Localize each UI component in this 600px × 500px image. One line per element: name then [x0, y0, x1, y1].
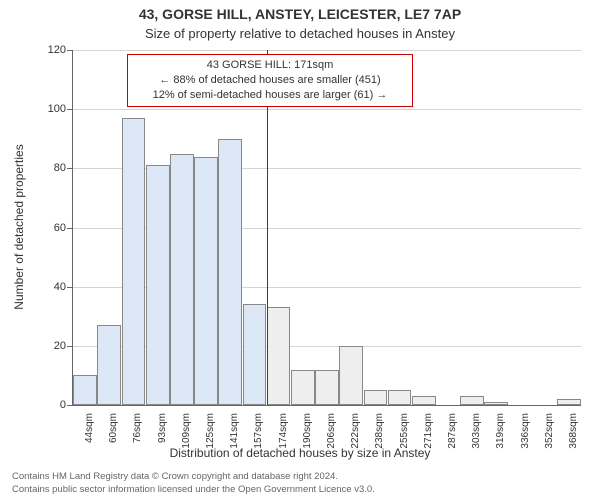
- annotation-box: 43 GORSE HILL: 171sqm← 88% of detached h…: [127, 54, 413, 107]
- x-tick-label: 319sqm: [495, 413, 506, 453]
- footer-line-1: Contains HM Land Registry data © Crown c…: [12, 471, 588, 483]
- histogram-bar: [73, 375, 97, 405]
- footer-attribution: Contains HM Land Registry data © Crown c…: [12, 471, 588, 496]
- y-axis-label: Number of detached properties: [12, 144, 26, 309]
- y-tick-mark: [67, 405, 72, 406]
- chart-container: 43, GORSE HILL, ANSTEY, LEICESTER, LE7 7…: [0, 0, 600, 500]
- x-tick-label: 157sqm: [253, 413, 264, 453]
- histogram-bar: [315, 370, 339, 406]
- y-tick-label: 80: [54, 162, 66, 174]
- x-tick-label: 255sqm: [399, 413, 410, 453]
- histogram-bar: [218, 139, 242, 405]
- y-tick-label: 60: [54, 222, 66, 234]
- histogram-bar: [364, 390, 388, 405]
- histogram-bar: [243, 304, 267, 405]
- x-tick-label: 76sqm: [132, 413, 143, 453]
- y-tick-mark: [67, 50, 72, 51]
- histogram-bar: [339, 346, 363, 405]
- x-tick-label: 44sqm: [84, 413, 95, 453]
- x-tick-label: 93sqm: [157, 413, 168, 453]
- histogram-bar: [194, 157, 218, 406]
- annotation-line: 12% of semi-detached houses are larger (…: [134, 88, 406, 103]
- x-tick-label: 109sqm: [181, 413, 192, 453]
- histogram-bar: [291, 370, 315, 406]
- x-tick-label: 125sqm: [205, 413, 216, 453]
- histogram-bar: [97, 325, 121, 405]
- x-tick-label: 368sqm: [568, 413, 579, 453]
- y-tick-label: 100: [48, 103, 66, 115]
- x-tick-label: 174sqm: [278, 413, 289, 453]
- y-tick-label: 40: [54, 281, 66, 293]
- x-tick-label: 271sqm: [423, 413, 434, 453]
- histogram-bar: [170, 154, 194, 405]
- y-tick-mark: [67, 228, 72, 229]
- y-tick-mark: [67, 168, 72, 169]
- x-tick-label: 222sqm: [350, 413, 361, 453]
- x-tick-label: 287sqm: [447, 413, 458, 453]
- x-tick-label: 336sqm: [520, 413, 531, 453]
- y-tick-label: 0: [60, 399, 66, 411]
- y-tick-label: 120: [48, 44, 66, 56]
- x-tick-label: 141sqm: [229, 413, 240, 453]
- histogram-bar: [388, 390, 412, 405]
- chart-title-sub: Size of property relative to detached ho…: [0, 26, 600, 41]
- annotation-line: ← 88% of detached houses are smaller (45…: [134, 73, 406, 88]
- y-tick-mark: [67, 287, 72, 288]
- y-tick-mark: [67, 109, 72, 110]
- y-tick-mark: [67, 346, 72, 347]
- histogram-bar: [460, 396, 484, 405]
- histogram-bar: [146, 165, 170, 405]
- x-tick-label: 238sqm: [374, 413, 385, 453]
- histogram-bar: [412, 396, 436, 405]
- y-tick-label: 20: [54, 340, 66, 352]
- x-tick-label: 352sqm: [544, 413, 555, 453]
- x-tick-label: 190sqm: [302, 413, 313, 453]
- annotation-line: 43 GORSE HILL: 171sqm: [134, 58, 406, 73]
- footer-line-2: Contains public sector information licen…: [12, 484, 588, 496]
- x-tick-label: 303sqm: [471, 413, 482, 453]
- gridline: [73, 109, 581, 110]
- histogram-bar: [267, 307, 291, 405]
- x-tick-label: 206sqm: [326, 413, 337, 453]
- histogram-bar: [122, 118, 146, 405]
- x-tick-label: 60sqm: [108, 413, 119, 453]
- chart-title-main: 43, GORSE HILL, ANSTEY, LEICESTER, LE7 7…: [0, 6, 600, 22]
- histogram-bar: [484, 402, 508, 405]
- histogram-bar: [557, 399, 581, 405]
- gridline: [73, 50, 581, 51]
